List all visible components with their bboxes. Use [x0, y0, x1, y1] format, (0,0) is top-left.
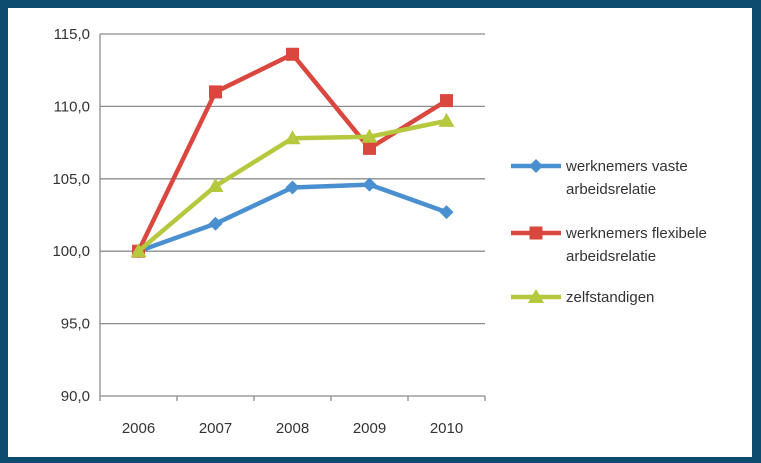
series-3	[130, 112, 455, 258]
series-lines	[130, 47, 455, 259]
series-line	[137, 182, 448, 254]
data-point	[439, 205, 454, 220]
series-line	[136, 52, 448, 253]
x-tick-label: 2006	[122, 420, 155, 437]
y-axis-ticks: 90,0 95,0 100,0 105,0 110,0 115,0	[52, 26, 90, 405]
x-tick-label: 2007	[199, 420, 232, 437]
legend-entry: zelfstandigen	[511, 289, 654, 306]
legend-entry: werknemers vaste arbeidsrelatie	[511, 158, 688, 198]
y-tick-label: 110,0	[54, 98, 90, 115]
data-point	[362, 177, 377, 192]
legend-label: arbeidsrelatie	[566, 181, 656, 198]
x-tick-label: 2008	[276, 420, 309, 437]
gridlines	[99, 33, 486, 401]
y-tick-label: 105,0	[52, 171, 90, 188]
x-axis-ticks: 2006 2007 2008 2009 2010	[122, 420, 463, 437]
legend-marker	[528, 289, 544, 303]
legend: werknemers vastearbeidsrelatiewerknemers…	[511, 158, 707, 306]
data-point	[363, 141, 376, 155]
legend-label: werknemers vaste	[565, 158, 688, 175]
y-tick-label: 90,0	[61, 388, 90, 405]
legend-entry: werknemers flexibele arbeidsrelatie	[511, 225, 707, 265]
chart-frame: 90,0 95,0 100,0 105,0 110,0 115,0 2006 2007 200…	[8, 8, 752, 457]
y-tick-label: 115,0	[54, 26, 90, 43]
legend-label: arbeidsrelatie	[566, 248, 656, 265]
data-point	[207, 178, 224, 193]
data-point	[438, 112, 455, 127]
data-point	[286, 47, 299, 61]
data-point	[208, 216, 223, 231]
data-point	[209, 85, 222, 99]
legend-label: zelfstandigen	[566, 289, 654, 306]
series-2	[132, 47, 453, 258]
data-point	[285, 180, 300, 195]
data-point	[440, 94, 453, 108]
y-tick-label: 100,0	[52, 243, 90, 260]
legend-marker	[529, 226, 543, 240]
data-point	[284, 130, 301, 145]
y-tick-label: 95,0	[61, 316, 90, 333]
x-tick-label: 2009	[353, 420, 386, 437]
data-point	[130, 243, 147, 258]
legend-label: werknemers flexibele	[565, 225, 707, 242]
data-point	[361, 128, 378, 143]
legend-marker	[529, 159, 543, 173]
x-tick-label: 2010	[430, 420, 463, 437]
